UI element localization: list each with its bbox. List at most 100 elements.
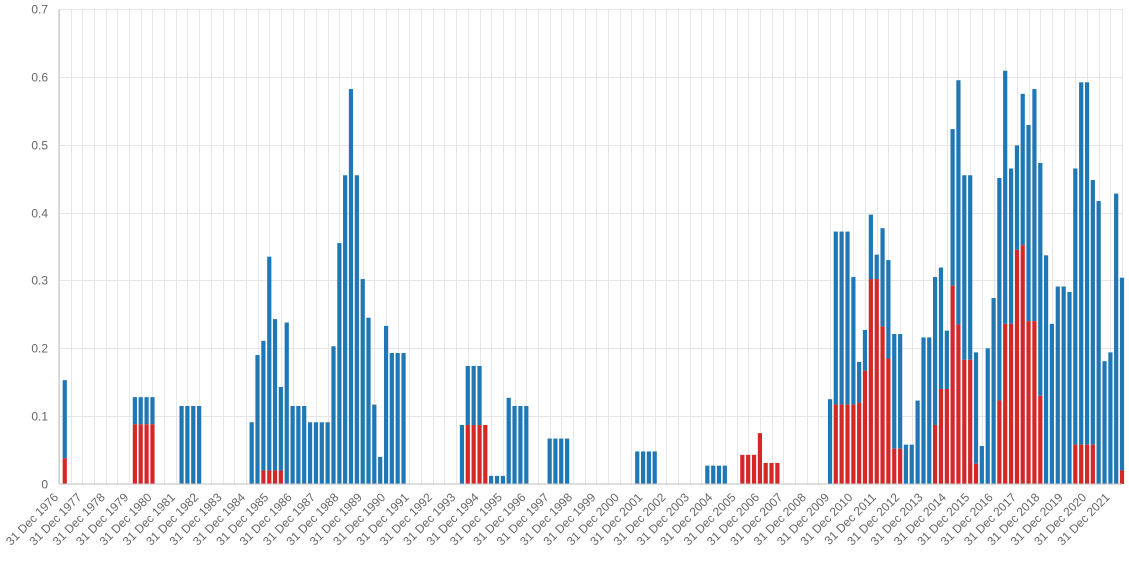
- bar-red: [932, 424, 938, 484]
- bar-blue: [1096, 201, 1101, 485]
- bar-blue: [1032, 89, 1037, 322]
- bar-blue: [880, 228, 885, 327]
- bar-blue: [1119, 277, 1125, 471]
- y-tick-label: 0.5: [31, 139, 48, 153]
- bar-blue: [898, 334, 903, 449]
- bar-blue: [950, 129, 955, 286]
- bar-blue: [903, 444, 909, 484]
- bar-blue: [313, 422, 319, 484]
- bar-blue: [360, 279, 365, 484]
- bar-red: [757, 433, 763, 484]
- bar-blue: [343, 175, 348, 484]
- bar-blue: [401, 353, 406, 484]
- bar-blue: [494, 475, 500, 484]
- bar-blue: [354, 175, 359, 484]
- bar-red: [477, 424, 482, 484]
- bar-blue: [968, 175, 973, 360]
- bar-blue: [337, 243, 342, 484]
- bar-red: [968, 359, 973, 484]
- bar-red: [962, 359, 967, 484]
- bar-red: [132, 424, 137, 484]
- bar-blue: [991, 298, 996, 484]
- bar-blue: [267, 256, 272, 471]
- bar-blue: [132, 397, 137, 425]
- bar-red: [1020, 245, 1025, 484]
- bar-blue: [845, 231, 850, 405]
- bar-blue: [915, 400, 920, 484]
- bar-blue: [1055, 286, 1060, 484]
- y-tick-label: 0.4: [31, 207, 48, 221]
- bar-blue: [956, 80, 961, 325]
- y-tick-label: 0.6: [31, 71, 48, 85]
- bar-blue: [559, 438, 564, 484]
- bar-blue: [1043, 255, 1049, 484]
- bar-red: [938, 389, 944, 484]
- bar-blue: [839, 231, 844, 405]
- bar-blue: [296, 405, 301, 484]
- bars: [62, 70, 1125, 485]
- bar-blue: [857, 361, 862, 403]
- bar-red: [997, 400, 1002, 484]
- bar-blue: [191, 405, 196, 484]
- bar-blue: [383, 325, 389, 484]
- bar-blue: [290, 405, 295, 484]
- bar-red: [956, 324, 961, 484]
- bar-blue: [366, 317, 371, 484]
- bar-blue: [500, 475, 505, 484]
- bar-blue: [261, 340, 266, 471]
- bar-red: [278, 470, 283, 484]
- bar-blue: [921, 337, 926, 484]
- bar-red: [950, 285, 955, 484]
- bar-blue: [962, 175, 967, 360]
- bar-blue: [179, 405, 184, 484]
- bar-blue: [646, 451, 651, 484]
- bar-red: [465, 424, 470, 484]
- bar-red: [898, 448, 903, 484]
- bar-blue: [506, 397, 511, 484]
- bar-red: [746, 454, 751, 484]
- bar-red: [138, 424, 143, 484]
- bar-blue: [1061, 286, 1066, 484]
- bar-blue: [827, 399, 833, 484]
- bar-blue: [1114, 193, 1119, 485]
- bar-blue: [1079, 82, 1084, 445]
- bar-blue: [705, 465, 710, 484]
- bar-red: [1073, 444, 1078, 484]
- bar-blue: [185, 405, 190, 484]
- bar-blue: [395, 353, 400, 484]
- bar-red: [769, 462, 774, 484]
- y-tick-labels: 0 0.1 0.2 0.3 0.4 0.5 0.6 0.7: [31, 3, 48, 492]
- bar-blue: [459, 424, 465, 484]
- bar-blue: [1049, 323, 1054, 484]
- bar-blue: [389, 353, 394, 484]
- bar-blue: [909, 444, 914, 484]
- bar-blue: [465, 365, 470, 425]
- bar-red: [1032, 321, 1037, 484]
- bar-blue: [652, 451, 657, 484]
- bar-red: [272, 470, 278, 484]
- bar-red: [1026, 321, 1031, 484]
- bar-blue: [1038, 163, 1043, 396]
- bar-blue: [1102, 361, 1107, 484]
- bar-blue: [874, 254, 879, 280]
- axes: [58, 9, 1122, 485]
- bar-blue: [62, 380, 67, 459]
- bar-red: [973, 463, 979, 484]
- bar-blue: [378, 456, 383, 484]
- bar-red: [1003, 323, 1008, 484]
- bar-blue: [489, 475, 494, 484]
- bar-red: [1084, 444, 1090, 484]
- bar-blue: [1014, 145, 1020, 250]
- bar-blue: [1020, 93, 1025, 246]
- bar-blue: [348, 89, 354, 485]
- bar-red: [839, 404, 844, 484]
- bar-red: [1079, 444, 1084, 484]
- bar-blue: [1067, 291, 1072, 484]
- bar-blue: [927, 337, 932, 484]
- bar-red: [775, 462, 780, 484]
- bar-blue: [197, 405, 202, 484]
- y-tick-label: 0.7: [31, 3, 48, 17]
- bar-blue: [862, 329, 868, 371]
- bar-blue: [1084, 82, 1090, 445]
